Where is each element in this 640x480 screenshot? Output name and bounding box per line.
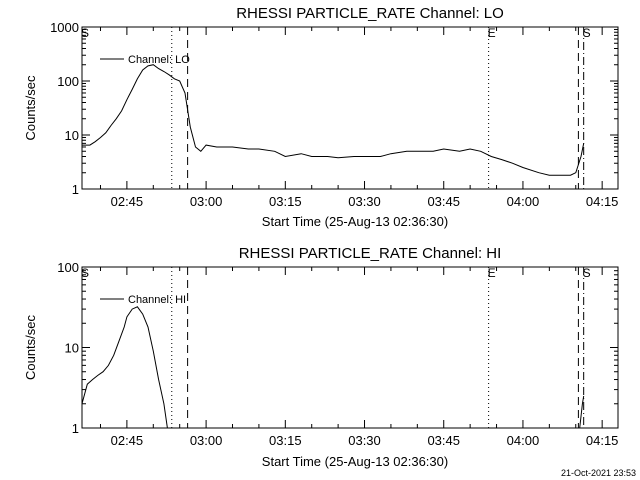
- legend-label: Channel: HI: [128, 294, 186, 306]
- x-tick-label: 03:45: [427, 194, 460, 209]
- series-line: [579, 395, 585, 429]
- y-tick-label: 10: [65, 341, 79, 356]
- x-tick-label: 03:30: [348, 194, 381, 209]
- x-tick-label: 02:45: [111, 194, 144, 209]
- y-tick-label: 100: [57, 260, 79, 275]
- x-tick-label: 03:00: [190, 433, 223, 448]
- x-axis-label: Start Time (25-Aug-13 02:36:30): [262, 214, 448, 229]
- plot-frame: [81, 26, 619, 190]
- x-tick-label: 03:45: [427, 433, 460, 448]
- series-line: [81, 306, 168, 429]
- y-axis-label: Counts/sec: [23, 75, 38, 141]
- marker-label: E: [488, 26, 496, 40]
- series-line: [82, 64, 585, 176]
- x-tick-label: 04:15: [586, 433, 619, 448]
- x-tick-label: 03:15: [269, 433, 302, 448]
- marker-label: S: [81, 266, 89, 280]
- chart-title: RHESSI PARTICLE_RATE Channel: LO: [236, 5, 504, 22]
- x-tick-label: 03:30: [348, 433, 381, 448]
- x-tick-label: 03:00: [190, 194, 223, 209]
- y-axis-label: Counts/sec: [23, 314, 38, 380]
- x-tick-label: 04:15: [586, 194, 619, 209]
- marker-label: S: [583, 266, 591, 280]
- y-tick-label: 100: [57, 74, 79, 89]
- x-tick-label: 04:00: [507, 433, 540, 448]
- plot-frame: [81, 266, 619, 429]
- panel-lo: RHESSI PARTICLE_RATE Channel: LO 1 10 100 10…: [23, 5, 619, 229]
- legend-label: Channel: LO: [128, 54, 190, 66]
- x-tick-label: 04:00: [507, 194, 540, 209]
- y-tick-label: 10: [65, 128, 79, 143]
- y-tick-label: 1: [72, 182, 79, 197]
- y-tick-label: 1000: [50, 20, 79, 35]
- panel-hi: RHESSI PARTICLE_RATE Channel: HI 1 10 100 02…: [23, 245, 619, 469]
- x-tick-label: 03:15: [269, 194, 302, 209]
- marker-label: S: [583, 26, 591, 40]
- marker-label: S: [81, 26, 89, 40]
- print-timestamp: 21-Oct-2021 23:53: [561, 468, 636, 478]
- x-tick-label: 02:45: [111, 433, 144, 448]
- y-tick-label: 1: [72, 421, 79, 436]
- x-axis-label: Start Time (25-Aug-13 02:36:30): [262, 454, 448, 469]
- marker-label: E: [488, 266, 496, 280]
- chart-title: RHESSI PARTICLE_RATE Channel: HI: [239, 245, 502, 262]
